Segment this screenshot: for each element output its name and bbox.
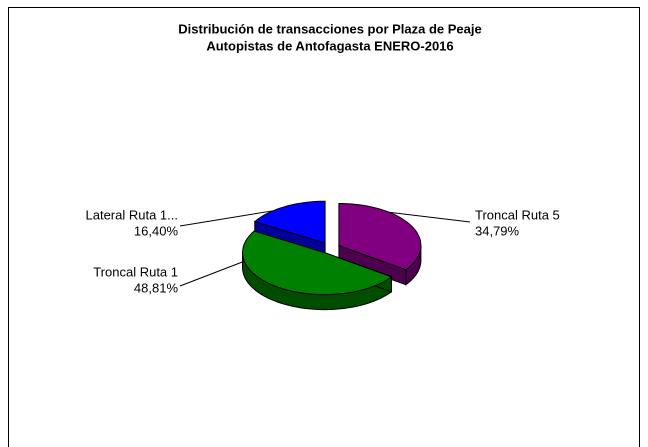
slice [242,230,393,296]
slice-value-label: 16,40% [134,223,179,238]
slice-value-label: 34,79% [475,223,520,238]
chart-title: Distribución de transacciones por Plaza … [178,21,481,36]
leader-line [179,260,245,287]
leader-line [388,211,471,223]
slice-label: Troncal Ruta 1 [93,264,178,279]
slice-value-label: 48,81% [134,280,179,295]
slice-label: Troncal Ruta 5 [475,207,560,222]
slice [253,200,326,244]
slice-label: Lateral Ruta 1... [86,207,179,222]
leader-line [179,210,273,227]
slice [338,203,422,271]
chart-subtitle: Autopistas de Antofagasta ENERO-2016 [206,38,453,53]
